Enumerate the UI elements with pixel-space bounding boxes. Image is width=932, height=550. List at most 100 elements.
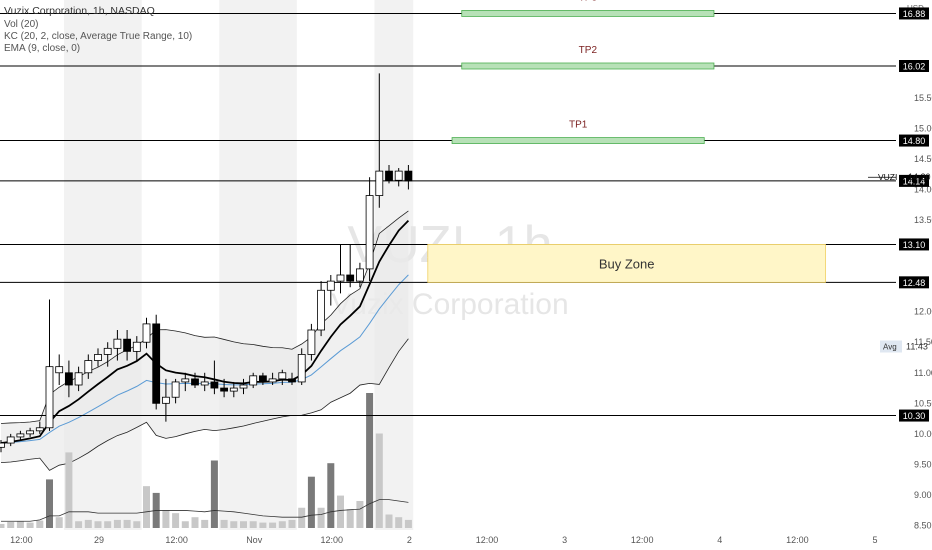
candle-body-15 (142, 323, 151, 343)
level-tag-label-6: 10.30 (903, 411, 926, 421)
volume-bar-18 (172, 513, 180, 528)
level-tag-label-4: 13.10 (903, 240, 926, 250)
candle-body-28 (268, 378, 277, 383)
y-tick-label-5: 12.00 (914, 307, 932, 317)
level-tag-label-3: 14.14 (903, 176, 926, 186)
y-tick-label-8: 10.50 (914, 398, 932, 408)
candle-body-42 (404, 170, 413, 182)
x-tick-label-2: 12:00 (165, 535, 188, 545)
volume-bar-13 (123, 519, 131, 528)
volume-bar-9 (84, 519, 92, 528)
volume-bar-0 (0, 523, 5, 528)
x-tick-label-5: 2 (407, 535, 412, 545)
volume-bar-7 (65, 452, 73, 528)
volume-bar-1 (7, 521, 15, 528)
avg-name: Avg (883, 343, 897, 352)
last-price-symbol: VUZI (878, 172, 897, 182)
keltner-band-fill (1, 210, 409, 471)
level-tag-label-0: 16.88 (903, 9, 926, 19)
candle-body-7 (65, 372, 73, 386)
candle-body-10 (94, 354, 102, 361)
buy-zone-label: Buy Zone (599, 256, 655, 271)
volume-bar-19 (181, 521, 189, 528)
volume-bar-5 (46, 479, 53, 528)
volume-bar-8 (75, 521, 83, 528)
target-label-tp3: TP3 (579, 0, 598, 3)
level-tag-label-1: 16.02 (903, 62, 926, 72)
y-tick-label-10: 9.50 (914, 459, 932, 469)
indicator-keltner: KC (20, 2, close, Average True Range, 10… (4, 31, 193, 42)
volume-bar-24 (230, 521, 238, 528)
x-tick-label-4: 12:00 (321, 535, 344, 545)
volume-bar-25 (240, 521, 247, 528)
volume-bar-40 (385, 514, 393, 528)
candle-body-3 (26, 430, 35, 435)
volume-bar-35 (337, 495, 344, 528)
candle-body-13 (123, 338, 131, 352)
volume-bar-30 (288, 519, 296, 528)
candle-body-27 (258, 375, 267, 383)
candle-body-31 (297, 354, 306, 383)
session-band-1 (219, 0, 297, 530)
target-box-tp2 (461, 62, 715, 70)
candle-body-34 (326, 280, 335, 291)
chart-title: Vuzix Corporation, 1h, NASDAQ (4, 5, 155, 17)
candle-body-1 (6, 436, 15, 444)
candle-body-39 (375, 170, 384, 196)
volume-bar-36 (346, 509, 354, 528)
candle-body-12 (113, 338, 122, 349)
candle-body-4 (35, 427, 44, 432)
volume-bar-26 (249, 521, 257, 528)
volume-bar-41 (395, 517, 403, 528)
volume-bar-12 (113, 519, 121, 528)
y-tick-label-7: 11.00 (914, 368, 932, 378)
y-tick-label-11: 9.00 (914, 490, 932, 500)
volume-bar-28 (269, 522, 277, 528)
x-tick-label-9: 4 (717, 535, 722, 545)
volume-bar-22 (210, 460, 218, 528)
candle-body-30 (288, 378, 296, 383)
volume-bar-15 (143, 486, 150, 528)
level-tag-1 (899, 60, 929, 72)
candle-body-35 (336, 274, 345, 282)
y-tick-label-4: 13.50 (914, 215, 932, 225)
candle-body-9 (84, 360, 93, 374)
y-tick-label-0: 15.50 (914, 93, 932, 103)
candle-body-38 (365, 195, 374, 270)
last-price-label: 14.20 (908, 172, 931, 182)
volume-bar-31 (298, 507, 306, 528)
x-tick-label-11: 5 (872, 535, 877, 545)
y-tick-label-2: 14.50 (914, 154, 932, 164)
y-tick-label-3: 14.00 (914, 184, 932, 194)
candle-body-5 (45, 366, 54, 429)
level-tag-0 (899, 7, 929, 20)
x-tick-label-3: Nov (246, 535, 263, 545)
volume-bar-6 (55, 517, 63, 528)
candle-body-20 (191, 378, 199, 386)
volume-bar-21 (201, 519, 209, 528)
candle-body-29 (278, 372, 287, 380)
candle-body-21 (200, 381, 209, 386)
level-tag-4 (899, 238, 929, 251)
x-tick-label-10: 12:00 (786, 535, 809, 545)
volume-bar-20 (191, 517, 199, 528)
level-tag-label-5: 12.48 (903, 278, 926, 288)
target-label-tp1: TP1 (569, 120, 588, 131)
volume-bar-3 (26, 522, 34, 528)
candle-body-33 (317, 289, 326, 331)
avg-tag (880, 340, 902, 353)
level-tag-label-2: 14.80 (903, 136, 926, 146)
volume-bar-11 (104, 521, 112, 528)
candle-body-19 (181, 378, 190, 383)
candle-body-24 (229, 387, 238, 392)
volume-bar-23 (220, 519, 228, 528)
candle-body-8 (74, 372, 83, 386)
candle-body-0 (0, 442, 5, 448)
y-tick-label-9: 10.00 (914, 429, 932, 439)
target-box-tp1 (451, 137, 705, 144)
candle-body-14 (132, 341, 141, 352)
y-tick-label-12: 8.50 (914, 521, 932, 531)
level-tag-5 (899, 276, 929, 289)
candle-body-18 (171, 381, 180, 398)
